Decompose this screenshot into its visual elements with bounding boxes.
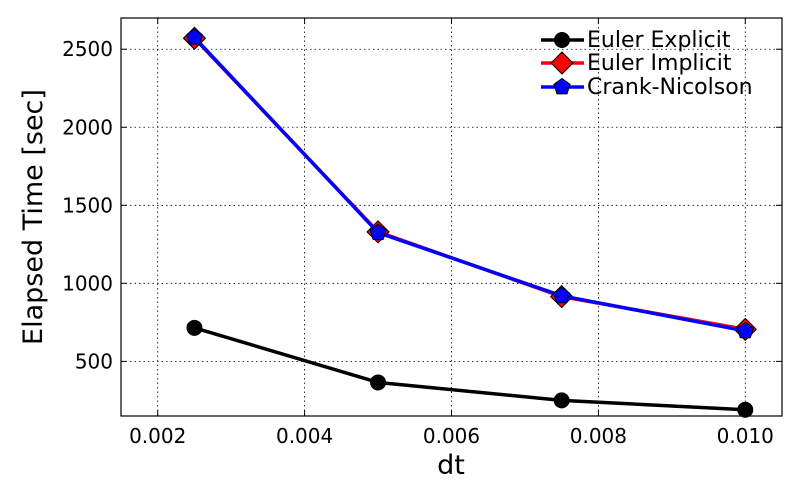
legend-item-crank-nicolson: Crank-Nicolson	[541, 75, 753, 100]
series-crank-nicolson	[185, 28, 754, 339]
series-lines	[182, 26, 757, 418]
series-line-euler-explicit	[193, 326, 746, 412]
y-axis-label: Elapsed Time [sec]	[18, 89, 49, 345]
y-tick-label: 1500	[62, 193, 113, 217]
x-tick-label: 0.002	[129, 424, 186, 448]
legend: Euler Explicit Euler Implicit Crank-Nico…	[541, 28, 753, 100]
data-point-crank-nicolson	[185, 28, 204, 45]
x-tick-label: 0.008	[570, 424, 627, 448]
legend-label-euler-explicit: Euler Explicit	[587, 28, 731, 53]
series-euler-explicit	[186, 319, 754, 418]
y-tick-label: 2000	[62, 115, 113, 139]
axis-ticks: 0.002 0.004 0.006 0.008 0.010 500 1000 1500 2000…	[62, 18, 782, 448]
data-point-euler-explicit	[370, 374, 387, 391]
x-tick-label: 0.010	[717, 424, 774, 448]
legend-marker-euler-implicit	[550, 51, 574, 75]
x-tick-label: 0.006	[423, 424, 480, 448]
series-line-crank-nicolson	[193, 36, 746, 333]
x-tick-label: 0.004	[276, 424, 333, 448]
x-axis-label: dt	[437, 450, 465, 481]
y-tick-label: 500	[75, 349, 113, 373]
y-tick-label: 1000	[62, 271, 113, 295]
data-point-euler-explicit	[186, 319, 203, 336]
legend-item-euler-explicit: Euler Explicit	[541, 28, 731, 53]
data-point-euler-explicit	[737, 401, 754, 418]
data-point-crank-nicolson	[369, 223, 387, 240]
data-point-crank-nicolson	[736, 321, 754, 339]
legend-label-euler-implicit: Euler Implicit	[587, 51, 732, 76]
data-point-euler-explicit	[553, 392, 570, 409]
legend-label-crank-nicolson: Crank-Nicolson	[587, 75, 753, 100]
legend-marker-crank-nicolson	[553, 77, 571, 95]
data-point-crank-nicolson	[552, 286, 571, 304]
grid-lines	[121, 18, 782, 416]
y-tick-label: 2500	[62, 37, 113, 61]
legend-marker-euler-explicit	[554, 32, 570, 48]
legend-item-euler-implicit: Euler Implicit	[541, 51, 732, 76]
